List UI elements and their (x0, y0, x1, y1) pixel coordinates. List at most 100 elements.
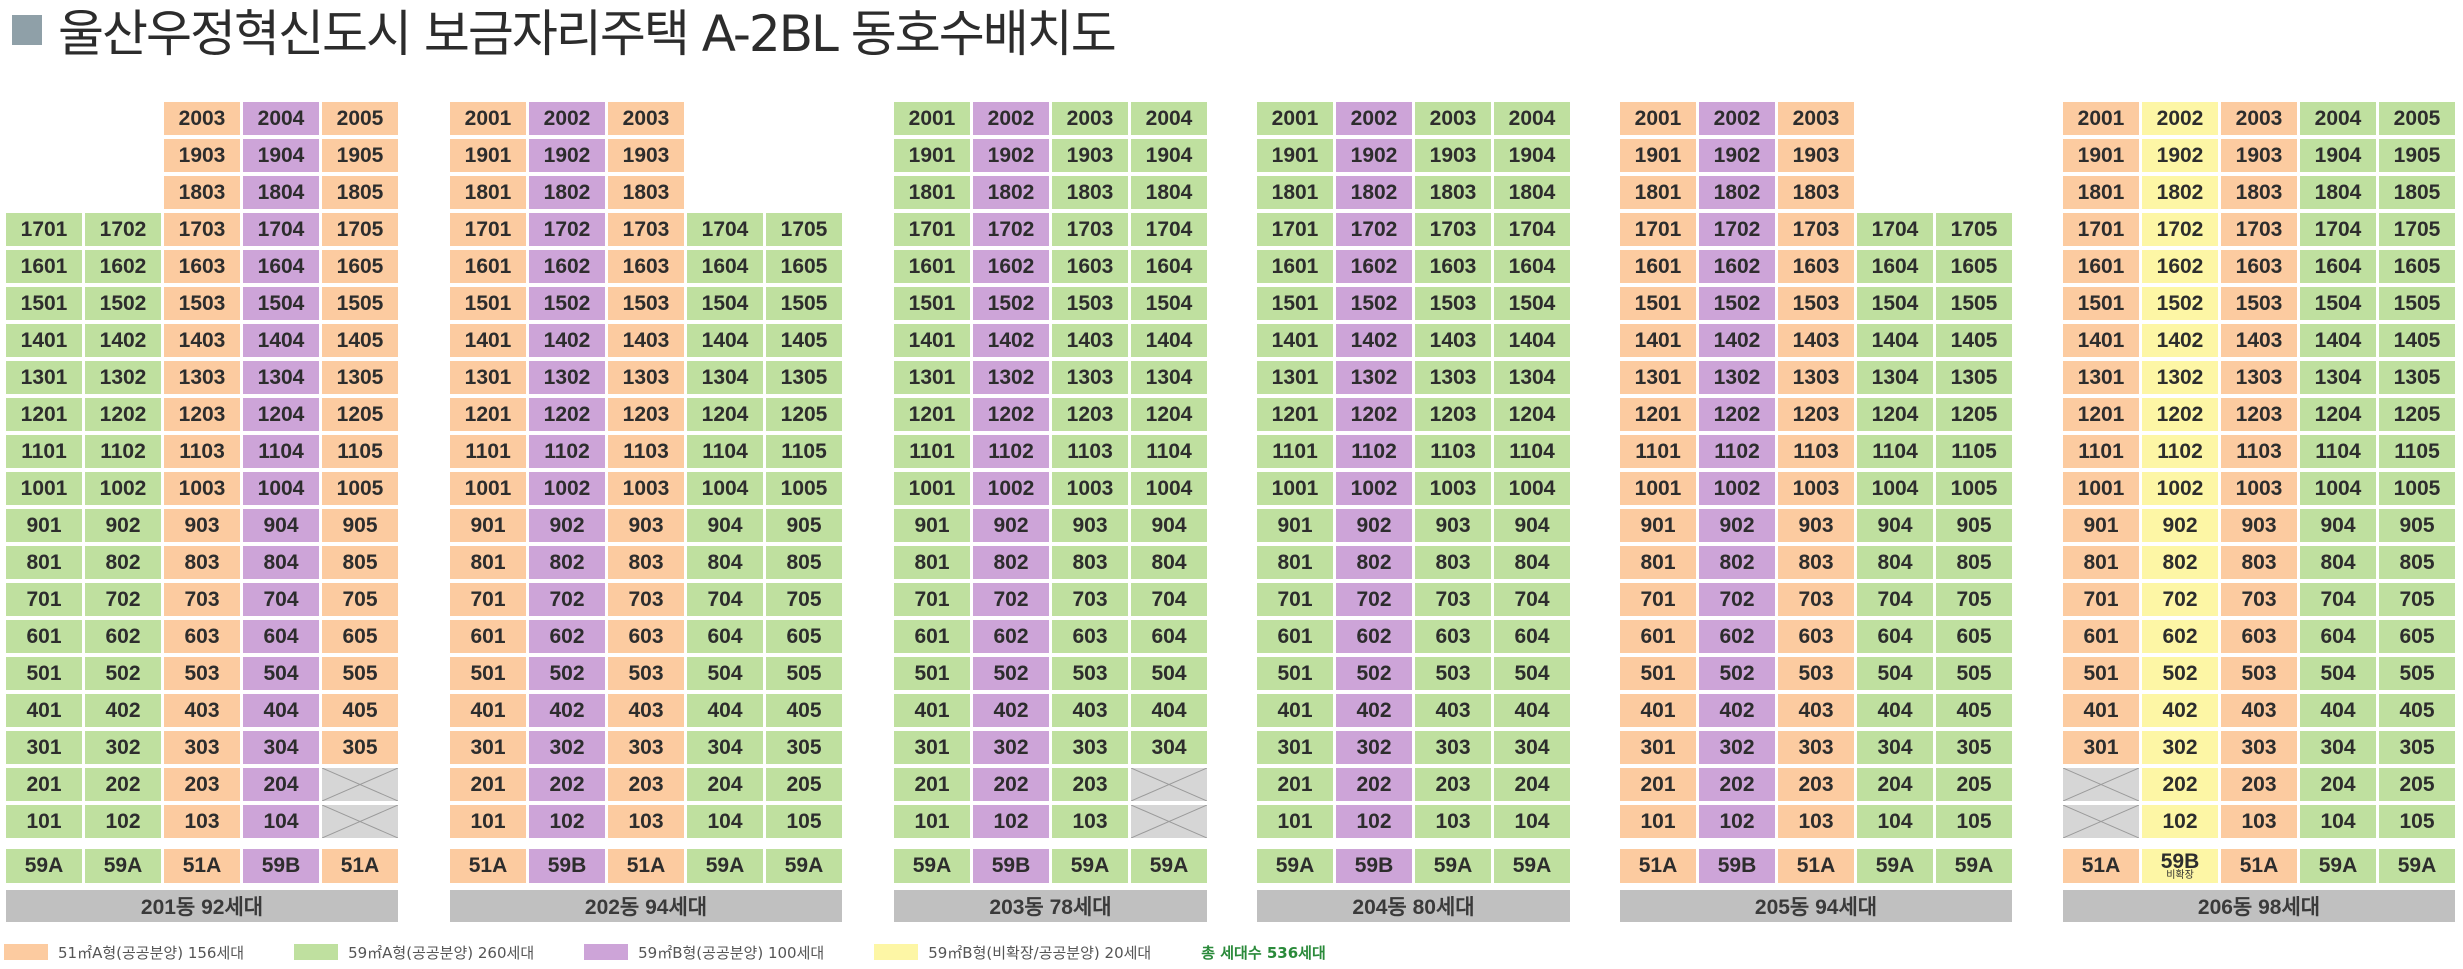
unit-cell: 1903 (164, 139, 240, 172)
unit-cell: 1602 (2142, 250, 2218, 283)
unit-cell: 1802 (973, 176, 1049, 209)
unit-cell: 202 (1336, 768, 1412, 801)
unit-cell: 802 (1336, 546, 1412, 579)
unit-cell: 302 (2142, 731, 2218, 764)
unit-cell: 2005 (2379, 102, 2455, 135)
unit-cell: 1702 (1699, 213, 1775, 246)
type-label-text: 59A (1149, 854, 1189, 877)
building-205: 2001 2002 2003 1901 1902 1903 1801 1802 1803 1701… (1620, 0, 2012, 930)
empty-unit-cross (1131, 805, 1207, 838)
unit-cell: 504 (687, 657, 763, 690)
unit-cell: 504 (1131, 657, 1207, 690)
type-label-text: 59B (1354, 854, 1394, 877)
unit-cell: 601 (1620, 620, 1696, 653)
unit-cell: 201 (450, 768, 526, 801)
unit-cell: 705 (2379, 583, 2455, 616)
type-label-text: 59B (261, 854, 301, 877)
unit-cell: 1504 (243, 287, 319, 320)
unit-cell: 603 (1415, 620, 1491, 653)
unit-cell: 404 (243, 694, 319, 727)
unit-cell: 903 (1052, 509, 1128, 542)
unit-cell: 1002 (1336, 472, 1412, 505)
unit-cell: 1102 (529, 435, 605, 468)
unit-cell: 902 (529, 509, 605, 542)
unit-cell: 1004 (1131, 472, 1207, 505)
type-label-text: 51A (1638, 854, 1678, 877)
unit-cell: 204 (1494, 768, 1570, 801)
unit-cell: 104 (243, 805, 319, 838)
unit-cell: 1302 (1699, 361, 1775, 394)
unit-cell: 503 (608, 657, 684, 690)
unit-cell: 703 (2221, 583, 2297, 616)
unit-cell: 1704 (2300, 213, 2376, 246)
unit-cell: 1501 (6, 287, 82, 320)
unit-cell: 1302 (85, 361, 161, 394)
unit-cell: 1203 (1052, 398, 1128, 431)
unit-cell: 1105 (766, 435, 842, 468)
unit-cell: 1004 (243, 472, 319, 505)
unit-cell: 1402 (85, 324, 161, 357)
unit-cell: 1103 (1052, 435, 1128, 468)
unit-cell: 404 (1494, 694, 1570, 727)
unit-cell: 404 (687, 694, 763, 727)
unit-cell: 604 (687, 620, 763, 653)
unit-cell: 902 (1699, 509, 1775, 542)
unit-cell: 2002 (973, 102, 1049, 135)
type-label: 59A (1415, 849, 1491, 883)
unit-cell: 2002 (1699, 102, 1775, 135)
unit-cell: 904 (1131, 509, 1207, 542)
unit-cell: 602 (973, 620, 1049, 653)
unit-cell: 704 (1131, 583, 1207, 616)
unit-cell: 1405 (1936, 324, 2012, 357)
unit-cell: 701 (894, 583, 970, 616)
unit-cell: 901 (6, 509, 82, 542)
unit-cell: 1202 (85, 398, 161, 431)
type-label: 59A (2379, 849, 2455, 883)
unit-cell: 1303 (2221, 361, 2297, 394)
unit-cell: 1202 (2142, 398, 2218, 431)
unit-cell: 1004 (2300, 472, 2376, 505)
unit-cell: 603 (1778, 620, 1854, 653)
unit-cell: 304 (2300, 731, 2376, 764)
unit-cell: 303 (2221, 731, 2297, 764)
unit-cell: 103 (608, 805, 684, 838)
unit-cell: 1603 (1415, 250, 1491, 283)
unit-cell: 203 (608, 768, 684, 801)
unit-cell: 1604 (1494, 250, 1570, 283)
unit-cell: 1705 (766, 213, 842, 246)
unit-cell: 1001 (450, 472, 526, 505)
unit-cell: 2002 (2142, 102, 2218, 135)
unit-cell: 901 (2063, 509, 2139, 542)
unit-cell: 402 (85, 694, 161, 727)
unit-cell: 1103 (608, 435, 684, 468)
unit-cell: 405 (2379, 694, 2455, 727)
unit-cell: 1703 (2221, 213, 2297, 246)
unit-cell: 1301 (6, 361, 82, 394)
unit-cell: 1703 (608, 213, 684, 246)
unit-cell: 304 (1494, 731, 1570, 764)
unit-cell: 1001 (1257, 472, 1333, 505)
legend-item: 51㎡A형(공공분양) 156세대 (4, 942, 244, 963)
unit-cell: 1701 (2063, 213, 2139, 246)
unit-cell: 2001 (1257, 102, 1333, 135)
unit-cell: 1504 (687, 287, 763, 320)
unit-cell: 1701 (1620, 213, 1696, 246)
unit-cell: 201 (1257, 768, 1333, 801)
type-label-text: 59A (912, 854, 952, 877)
legend-text: 51㎡A형(공공분양) 156세대 (58, 943, 245, 962)
unit-cell: 1304 (1857, 361, 1933, 394)
unit-cell: 1405 (322, 324, 398, 357)
unit-cell: 903 (1415, 509, 1491, 542)
unit-cell: 1402 (973, 324, 1049, 357)
unit-cell: 801 (450, 546, 526, 579)
unit-cell: 104 (687, 805, 763, 838)
unit-cell: 1601 (894, 250, 970, 283)
unit-cell: 1304 (687, 361, 763, 394)
unit-cell: 405 (766, 694, 842, 727)
unit-cell: 1204 (243, 398, 319, 431)
unit-cell: 1201 (1257, 398, 1333, 431)
unit-cell: 303 (1415, 731, 1491, 764)
unit-cell: 803 (608, 546, 684, 579)
unit-cell: 403 (1415, 694, 1491, 727)
unit-cell: 205 (1936, 768, 2012, 801)
